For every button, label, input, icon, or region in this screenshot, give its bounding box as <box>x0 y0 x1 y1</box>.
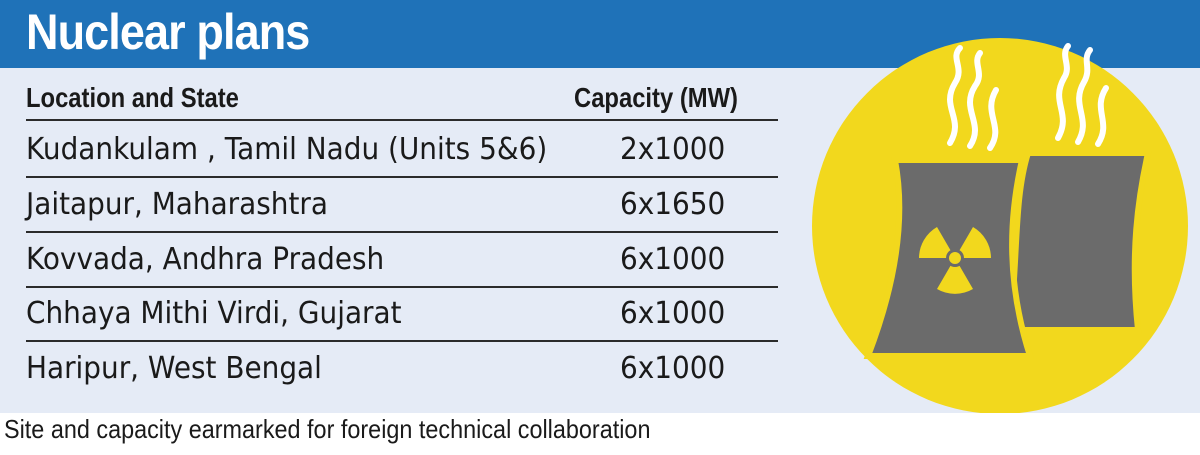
table-row-capacity: 6x1000 <box>620 351 726 386</box>
page-title: Nuclear plans <box>26 4 310 60</box>
row-divider <box>26 231 778 233</box>
column-header-location: Location and State <box>26 82 239 113</box>
radiation-symbol-icon <box>919 227 991 294</box>
table-row-location: Kudankulam , Tamil Nadu (Units 5&6) <box>26 132 548 167</box>
table-row-location: Jaitapur, Maharashtra <box>26 187 328 222</box>
table-row-capacity: 6x1000 <box>620 296 726 331</box>
table-row-capacity: 6x1000 <box>620 242 726 277</box>
table-row-capacity: 6x1650 <box>620 187 726 222</box>
table-row-location: Haripur, West Bengal <box>26 351 322 386</box>
nuclear-cooling-towers-icon <box>812 38 1188 413</box>
row-divider <box>26 176 778 178</box>
back-tower-icon <box>1006 150 1152 333</box>
row-divider <box>26 286 778 288</box>
table-row-location: Kovvada, Andhra Pradesh <box>26 242 385 277</box>
footnote: Site and capacity earmarked for foreign … <box>4 414 651 444</box>
table-row-location: Chhaya Mithi Virdi, Gujarat <box>26 296 402 331</box>
table-row-capacity: 2x1000 <box>620 132 726 167</box>
column-header-capacity: Capacity (MW) <box>574 82 738 113</box>
header-divider <box>26 119 778 121</box>
steam-icon <box>947 43 1109 151</box>
row-divider <box>26 340 778 342</box>
